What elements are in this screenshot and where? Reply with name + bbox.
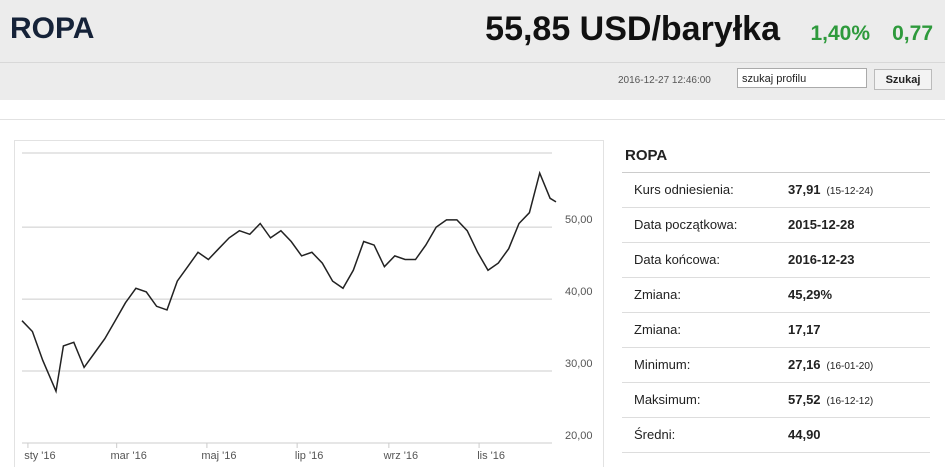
chart-box: 20,00 30,00 40,00 50,00 sty '16 mar '16 maj '1…: [14, 140, 604, 467]
info-title: ROPA: [622, 140, 930, 173]
info-row: Maksimum: 57,52 (16-12-12): [622, 383, 930, 418]
price: 55,85 USD/baryłka: [485, 10, 780, 48]
info-label: Minimum:: [634, 357, 691, 372]
datetime: 2016-12-27 12:46:00: [618, 75, 711, 86]
y-tick-label: 40,00: [565, 286, 593, 298]
x-tick-label: sty '16: [24, 450, 55, 462]
search-input[interactable]: szukaj profilu: [737, 68, 867, 88]
info-panel: ROPA Kurs odniesienia: 37,91 (15-12-24) Dat…: [622, 140, 930, 453]
chart: 20,00 30,00 40,00 50,00 sty '16 mar '16 maj '1…: [21, 152, 593, 462]
info-note: (16-01-20): [826, 361, 874, 372]
info-value: 44,90: [788, 427, 821, 442]
info-value-cell: 57,52 (16-12-12): [788, 383, 873, 419]
info-row: Data początkowa: 2015-12-28: [622, 208, 930, 243]
info-value-cell: 45,29%: [788, 278, 832, 312]
change-abs: 0,77: [892, 22, 933, 45]
info-value-cell: 2015-12-28: [788, 208, 855, 242]
info-row: Kurs odniesienia: 37,91 (15-12-24): [622, 173, 930, 208]
info-label: Kurs odniesienia:: [634, 182, 734, 197]
info-value: 45,29%: [788, 287, 833, 302]
info-value: 2015-12-28: [788, 217, 855, 232]
x-tick-label: lis '16: [477, 450, 505, 462]
info-label: Data końcowa:: [634, 252, 720, 267]
info-label: Zmiana:: [634, 287, 681, 302]
header: ROPA 55,85 USD/baryłka 1,40% 0,77 2016-1…: [0, 0, 945, 100]
info-value-cell: 44,90: [788, 418, 821, 452]
info-row: Minimum: 27,16 (16-01-20): [622, 348, 930, 383]
info-label: Zmiana:: [634, 322, 681, 337]
info-label: Maksimum:: [634, 392, 701, 407]
info-value: 17,17: [788, 322, 821, 337]
y-tick-label: 50,00: [565, 214, 593, 226]
info-table: Kurs odniesienia: 37,91 (15-12-24) Data poc…: [622, 173, 930, 453]
price-line: [21, 170, 557, 394]
y-tick-label: 20,00: [565, 430, 593, 442]
info-row: Data końcowa: 2016-12-23: [622, 243, 930, 278]
info-label: Data początkowa:: [634, 217, 738, 232]
content: [0, 119, 945, 468]
y-tick-label: 30,00: [565, 358, 593, 370]
x-tick-label: maj '16: [201, 450, 236, 462]
info-value-cell: 27,16 (16-01-20): [788, 348, 873, 384]
x-tick-label: mar '16: [110, 450, 146, 462]
info-value: 37,91: [788, 182, 821, 197]
separator: [0, 62, 945, 63]
info-note: (15-12-24): [826, 186, 874, 197]
x-tick-label: lip '16: [295, 450, 323, 462]
info-value-cell: 17,17: [788, 313, 821, 347]
info-label: Średni:: [634, 427, 676, 442]
change-pct: 1,40%: [810, 22, 870, 45]
info-value-cell: 37,91 (15-12-24): [788, 173, 873, 209]
info-value: 2016-12-23: [788, 252, 855, 267]
info-row: Zmiana: 45,29%: [622, 278, 930, 313]
info-row: Średni: 44,90: [622, 418, 930, 453]
info-value: 57,52: [788, 392, 821, 407]
info-value-cell: 2016-12-23: [788, 243, 855, 277]
search-button[interactable]: Szukaj: [874, 69, 932, 90]
info-row: Zmiana: 17,17: [622, 313, 930, 348]
info-value: 27,16: [788, 357, 821, 372]
info-note: (16-12-12): [826, 396, 874, 407]
x-tick-label: wrz '16: [383, 450, 419, 462]
title: ROPA: [10, 12, 95, 45]
